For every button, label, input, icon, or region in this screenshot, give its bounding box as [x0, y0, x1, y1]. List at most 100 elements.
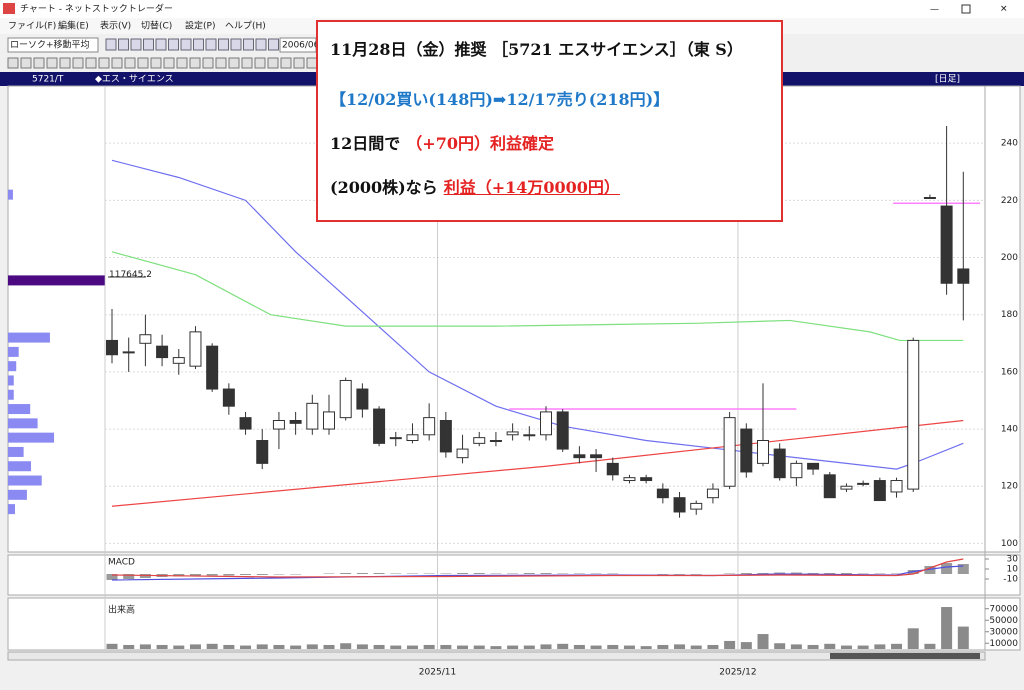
macd-bar	[473, 573, 485, 574]
volume-bar	[607, 644, 619, 649]
toolbar-icon[interactable]	[105, 38, 117, 51]
toolbar-icon[interactable]	[155, 38, 167, 51]
menu-item[interactable]: ファイル(F)	[8, 22, 56, 32]
y-tick-label: 100	[1001, 539, 1018, 549]
volume-bar	[924, 643, 936, 649]
toolbar-icon[interactable]	[268, 38, 279, 51]
volume-bar	[757, 634, 769, 649]
candle-body	[940, 205, 953, 284]
candle-body	[506, 431, 519, 436]
toolbar-icon[interactable]	[230, 38, 242, 51]
toolbar-icon[interactable]	[293, 57, 305, 69]
macd-bar	[724, 573, 736, 574]
candle-body	[740, 428, 753, 473]
close[interactable]: ✕	[1000, 5, 1008, 15]
toolbar-icon[interactable]	[85, 57, 97, 69]
indicator-select[interactable]	[7, 37, 99, 53]
maximize[interactable]	[961, 4, 971, 14]
price-volume-bar	[8, 446, 24, 457]
toolbar-icon[interactable]	[180, 38, 192, 51]
toolbar-icon[interactable]	[20, 57, 32, 69]
y-tick-label: 10	[1007, 565, 1019, 575]
macd-bar	[290, 574, 302, 575]
toolbar-icon[interactable]	[228, 57, 240, 69]
volume-bar	[306, 644, 318, 649]
toolbar-icon[interactable]	[205, 38, 217, 51]
toolbar-icon[interactable]	[59, 57, 71, 69]
toolbar-icon[interactable]	[168, 38, 179, 51]
volume-bar	[623, 645, 635, 649]
volume-bar	[440, 644, 452, 649]
candle-body	[773, 448, 786, 479]
toolbar-icon[interactable]	[124, 57, 136, 69]
volume-bar	[240, 645, 252, 649]
menu-item[interactable]: 表示(V)	[100, 20, 131, 32]
y-tick-label: 30000	[989, 627, 1018, 637]
toolbar-icon[interactable]	[254, 57, 266, 69]
macd-bar	[924, 566, 936, 574]
candle-body	[106, 339, 119, 356]
volume-bar	[323, 644, 335, 649]
toolbar-icon[interactable]	[241, 57, 253, 69]
volume-bar	[690, 645, 702, 649]
candle-body	[272, 419, 285, 430]
toolbar-icon[interactable]	[193, 38, 204, 51]
toolbar-icon[interactable]	[130, 38, 142, 51]
menu-item[interactable]: 設定(P)	[185, 20, 215, 32]
candle-body	[606, 462, 619, 476]
macd-bar	[957, 564, 969, 574]
toolbar-icon[interactable]	[243, 38, 254, 51]
candle-body	[623, 477, 636, 482]
scrollbar-thumb[interactable]	[830, 653, 980, 659]
volume-bar	[657, 644, 669, 649]
candle-body	[840, 485, 853, 490]
volume-bar	[674, 644, 686, 649]
toolbar-icon[interactable]	[111, 57, 123, 69]
indicator-line	[111, 419, 964, 507]
minimize[interactable]: —	[930, 5, 939, 15]
menu-item[interactable]: ヘルプ(H)	[225, 21, 266, 32]
volume-bar	[874, 644, 886, 649]
toolbar-icon[interactable]	[267, 57, 279, 69]
price-volume-bar	[8, 418, 38, 429]
volume-bar	[590, 645, 602, 649]
toolbar-icon[interactable]	[143, 38, 154, 51]
toolbar-icon[interactable]	[7, 57, 19, 69]
menu-item[interactable]: 編集(E)	[58, 20, 89, 32]
toolbar-icon[interactable]	[150, 57, 162, 69]
toolbar-icon[interactable]	[255, 38, 267, 51]
toolbar-icon[interactable]	[137, 57, 149, 69]
toolbar-icon[interactable]	[215, 57, 227, 69]
price-volume-bar	[8, 489, 27, 500]
toolbar-icon[interactable]	[72, 57, 84, 69]
candle-body	[573, 454, 586, 459]
candle-body	[189, 331, 202, 367]
volume-bar	[139, 644, 151, 649]
toolbar-icon[interactable]	[280, 57, 292, 69]
candle-body	[523, 434, 536, 437]
toolbar-icon[interactable]	[163, 57, 175, 69]
macd-bar	[557, 573, 569, 574]
volume-bar	[957, 626, 969, 649]
volume-bar	[840, 645, 852, 649]
candle-body	[723, 417, 736, 487]
macd-bar	[690, 574, 702, 575]
toolbar-icon[interactable]	[98, 57, 110, 69]
y-tick-label: 140	[1001, 425, 1018, 435]
toolbar-icon[interactable]	[176, 57, 188, 69]
candle-body	[556, 411, 569, 450]
toolbar-icon[interactable]	[46, 57, 58, 69]
toolbar-icon[interactable]	[202, 57, 214, 69]
scrollbar[interactable]	[7, 651, 986, 661]
volume-bar	[189, 644, 201, 649]
toolbar-icon[interactable]	[189, 57, 201, 69]
toolbar-icon[interactable]	[118, 38, 129, 51]
volume-bar	[707, 644, 719, 649]
toolbar-icon[interactable]	[218, 38, 229, 51]
candle-body	[873, 480, 886, 502]
volume-bar	[356, 644, 368, 649]
macd-bar	[790, 572, 802, 574]
menu-item[interactable]: 切替(C)	[141, 20, 172, 32]
toolbar-icon[interactable]	[33, 57, 45, 69]
